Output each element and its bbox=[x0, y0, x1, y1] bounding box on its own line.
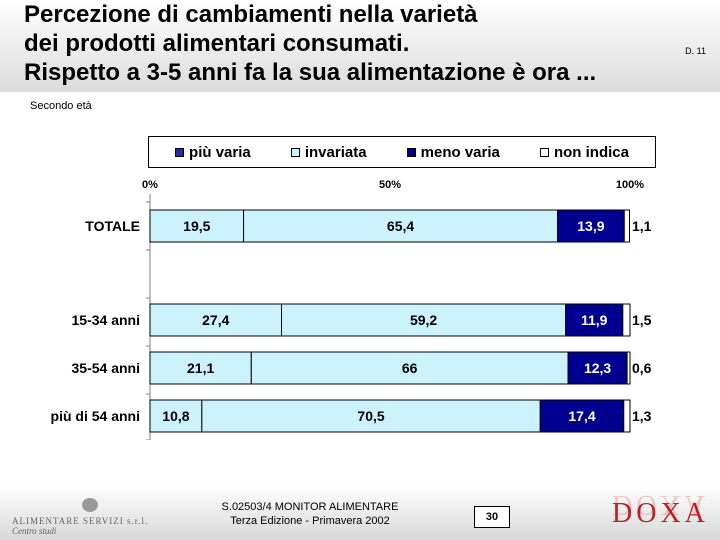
source-line-1: S.02503/4 MONITOR ALIMENTARE bbox=[221, 501, 399, 513]
doxa-logo-reflection: DOXA bbox=[612, 489, 709, 520]
legend-swatch-invariata bbox=[290, 147, 300, 157]
bar-invariata-35-54-anni bbox=[250, 351, 569, 385]
data-label-non-indica-totale: 1,1 bbox=[632, 218, 652, 234]
alimentare-servizi-logo: ALIMENTARE SERVIZI s.r.l. Centro studi bbox=[12, 498, 192, 538]
title-line-1: Percezione di cambiamenti nella varietà bbox=[24, 1, 478, 28]
category-label-totale: TOTALE bbox=[85, 218, 140, 234]
source-line-2: Terza Edizione - Primavera 2002 bbox=[230, 515, 390, 527]
bar-pi-varia-15-34-anni bbox=[149, 303, 283, 337]
data-label-meno-varia-totale: 13,9 bbox=[577, 218, 604, 234]
title-line-3: Rispetto a 3-5 anni fa la sua alimentazi… bbox=[24, 59, 597, 86]
category-label-35-54-anni: 35-54 anni bbox=[72, 360, 140, 376]
bar-invariata-15-34-anni bbox=[281, 303, 567, 337]
data-label-pi-varia-totale: 19,5 bbox=[183, 218, 210, 234]
bar-meno-varia-35-54-anni bbox=[567, 351, 628, 385]
data-label-invariata-15-34-anni: 59,2 bbox=[410, 312, 437, 328]
category-label-15-34-anni: 15-34 anni bbox=[72, 312, 140, 328]
legend-item-piu-varia: più varia bbox=[175, 144, 251, 161]
chart-subtitle: Secondo età bbox=[30, 100, 92, 112]
legend-label-invariata: invariata bbox=[304, 143, 367, 161]
bar-meno-varia-15-34-anni bbox=[565, 303, 624, 337]
question-code: D. 11 bbox=[685, 46, 706, 56]
data-label-meno-varia-35-54-anni: 12,3 bbox=[584, 360, 611, 376]
data-label-non-indica-35-54-anni: 0,6 bbox=[632, 360, 652, 376]
chart-legend: più varia invariata meno varia non indic… bbox=[148, 136, 656, 168]
bar-meno-varia-pi-di-54-anni bbox=[539, 399, 625, 433]
bar-non-indica-pi-di-54-anni bbox=[623, 399, 631, 433]
data-label-non-indica-15-34-anni: 1,5 bbox=[632, 312, 652, 328]
logo-emblem-icon bbox=[82, 498, 98, 512]
page-number: 30 bbox=[474, 506, 510, 528]
stacked-bar-chart: 0% 50% 100% TOTALE 19,5 65,4 13,9 1,1 15-34 anni… bbox=[51, 179, 652, 440]
x-tick-label: 0% bbox=[142, 179, 158, 191]
data-label-non-indica-pi-di-54-anni: 1,3 bbox=[632, 408, 652, 424]
x-tick-label: 50% bbox=[379, 179, 401, 191]
legend-label-non-indica: non indica bbox=[553, 143, 629, 161]
bar-non-indica-totale bbox=[623, 209, 631, 243]
bar-pi-varia-totale bbox=[149, 209, 245, 243]
legend-swatch-meno-varia bbox=[406, 147, 416, 157]
title-line-2: dei prodotti alimentari consumati. bbox=[24, 30, 410, 57]
data-label-pi-varia-15-34-anni: 27,4 bbox=[202, 312, 229, 328]
data-label-invariata-pi-di-54-anni: 70,5 bbox=[357, 408, 384, 424]
logo-name: ALIMENTARE SERVIZI s.r.l. bbox=[12, 516, 149, 526]
legend-swatch-piu-varia bbox=[175, 147, 185, 157]
x-tick-label: 100% bbox=[616, 179, 644, 191]
page-title: Percezione di cambiamenti nella varietà … bbox=[24, 0, 596, 87]
bar-non-indica-15-34-anni bbox=[622, 303, 631, 337]
legend-label-meno-varia: meno varia bbox=[420, 143, 500, 161]
header-band: Percezione di cambiamenti nella varietà … bbox=[0, 0, 720, 92]
legend-label-piu-varia: più varia bbox=[189, 143, 251, 161]
bar-pi-varia-35-54-anni bbox=[149, 351, 252, 385]
bar-non-indica-35-54-anni bbox=[626, 351, 631, 385]
bar-invariata-pi-di-54-anni bbox=[201, 399, 541, 433]
legend-item-invariata: invariata bbox=[290, 143, 367, 161]
legend-swatch-non-indica bbox=[539, 147, 549, 157]
footer-band bbox=[0, 486, 720, 540]
bar-pi-varia-pi-di-54-anni bbox=[149, 399, 203, 433]
data-label-invariata-totale: 65,4 bbox=[387, 218, 414, 234]
data-label-pi-varia-35-54-anni: 21,1 bbox=[187, 360, 214, 376]
category-label-pi-di-54-anni: più di 54 anni bbox=[51, 408, 140, 424]
data-label-meno-varia-15-34-anni: 11,9 bbox=[581, 312, 608, 328]
legend-item-meno-varia: meno varia bbox=[406, 143, 500, 161]
logo-subtitle: Centro studi bbox=[12, 526, 57, 536]
data-label-pi-varia-pi-di-54-anni: 10,8 bbox=[162, 408, 189, 424]
legend-item-non-indica: non indica bbox=[539, 143, 629, 161]
data-label-meno-varia-pi-di-54-anni: 17,4 bbox=[568, 408, 595, 424]
data-label-invariata-35-54-anni: 66 bbox=[402, 360, 418, 376]
doxa-logo: DOXA bbox=[612, 498, 709, 529]
source-note: S.02503/4 MONITOR ALIMENTARE Terza Edizi… bbox=[200, 500, 420, 528]
